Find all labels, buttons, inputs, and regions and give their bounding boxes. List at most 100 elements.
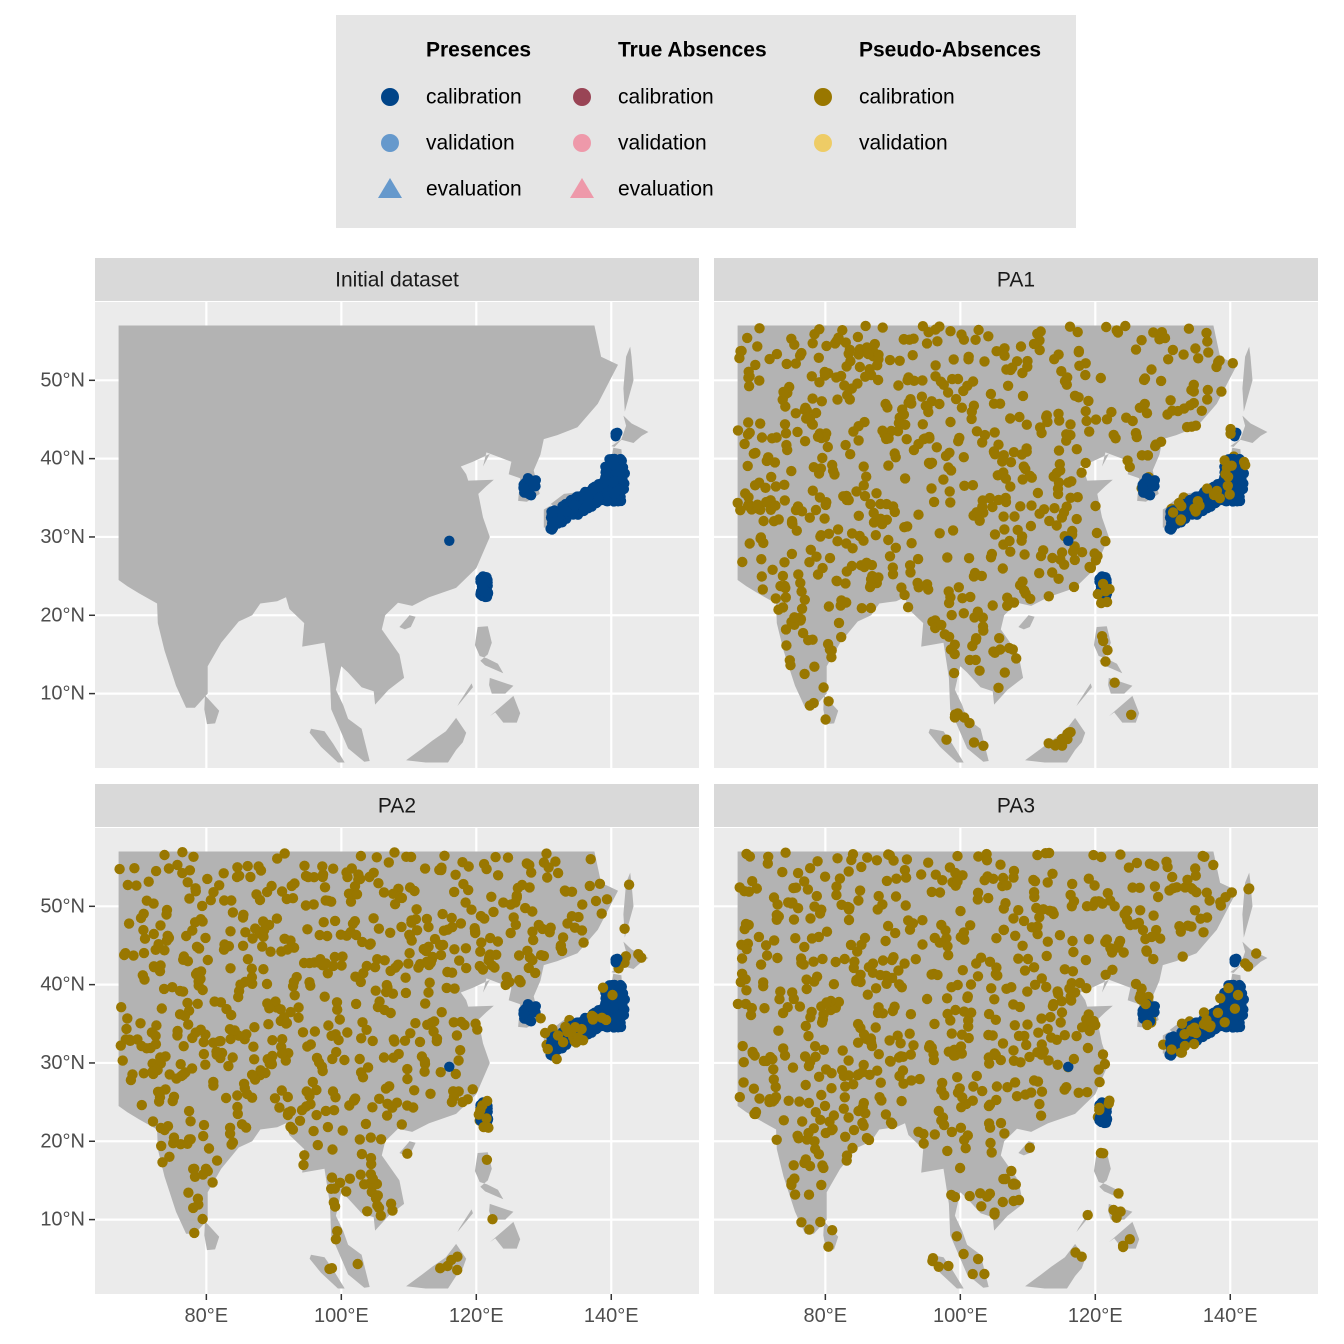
pseudo-absence-point [822, 441, 833, 453]
pseudo-absence-point [337, 1125, 348, 1136]
pseudo-absence-point [1004, 535, 1015, 547]
island [399, 615, 416, 630]
pseudo-absence-point [773, 1025, 784, 1036]
pseudo-absence-point [790, 933, 801, 944]
pseudo-absence-point [1052, 488, 1064, 500]
pseudo-absence-point [983, 1118, 995, 1129]
pseudo-absence-point [1065, 889, 1076, 901]
pseudo-absence-point [938, 1119, 950, 1131]
pseudo-absence-point [999, 667, 1010, 678]
pseudo-absence-point [396, 1119, 407, 1130]
pseudo-absence-point [374, 996, 385, 1007]
legend-entry-label: validation [426, 132, 515, 155]
pseudo-absence-point [332, 1226, 343, 1237]
island [623, 346, 634, 412]
pseudo-absence-point [821, 926, 833, 937]
pseudo-absence-point [846, 528, 858, 539]
pseudo-absence-point [286, 880, 297, 892]
pseudo-absence-point [877, 1008, 888, 1019]
pseudo-absence-point [508, 912, 519, 923]
pseudo-absence-point [349, 916, 361, 927]
pseudo-absence-point [832, 536, 843, 547]
pseudo-absence-point [741, 944, 752, 955]
pseudo-absence-point [150, 865, 162, 877]
pseudo-absence-point [1102, 645, 1113, 656]
pseudo-absence-point [869, 338, 880, 350]
pseudo-absence-point [809, 329, 820, 340]
pseudo-absence-point [419, 1056, 430, 1067]
pseudo-absence-point [460, 897, 471, 908]
pseudo-absence-point [339, 1054, 350, 1066]
pseudo-absence-point [860, 371, 871, 382]
island [1242, 346, 1253, 412]
pseudo-absence-point [806, 933, 818, 944]
pseudo-absence-point [328, 863, 339, 874]
island [204, 1221, 220, 1251]
pseudo-absence-point [332, 1004, 343, 1015]
facet-strip [714, 784, 1318, 827]
pseudo-absence-point [840, 578, 851, 589]
pseudo-absence-point [492, 936, 504, 947]
pseudo-absence-point [147, 1066, 158, 1078]
pseudo-absence-point [905, 567, 916, 578]
facet-title: PA3 [997, 795, 1035, 818]
panel-content [95, 302, 699, 768]
pseudo-absence-point [1094, 1102, 1105, 1114]
pseudo-absence-point [452, 1264, 463, 1276]
pseudo-absence-point [998, 511, 1009, 522]
pseudo-absence-point [225, 1033, 236, 1045]
pseudo-absence-point [371, 852, 382, 863]
pseudo-absence-point [962, 991, 973, 1002]
pseudo-absence-point [1187, 884, 1199, 895]
pseudo-absence-point [740, 974, 751, 985]
pseudo-absence-point [804, 863, 816, 874]
pseudo-absence-point [826, 1083, 837, 1094]
pseudo-absence-point [1177, 951, 1188, 962]
pseudo-absence-point [1098, 1148, 1109, 1159]
island [457, 683, 473, 707]
pseudo-absence-point [301, 1101, 312, 1112]
pseudo-absence-point [750, 1108, 761, 1120]
pseudo-absence-point [467, 1084, 478, 1095]
pseudo-absence-point [815, 463, 827, 474]
pseudo-absence-point [997, 1196, 1008, 1208]
pseudo-absence-point [881, 433, 892, 445]
legend-entry-label: evaluation [618, 178, 714, 201]
pseudo-absence-point [939, 629, 950, 640]
presence-point [612, 496, 624, 507]
pseudo-absence-point [200, 932, 211, 944]
pseudo-absence-point [557, 932, 569, 943]
island [489, 677, 514, 694]
pseudo-absence-point [1134, 402, 1146, 413]
pseudo-absence-point [738, 1057, 749, 1068]
pseudo-absence-point [799, 594, 810, 605]
pseudo-absence-point [854, 361, 866, 373]
facet-title: Initial dataset [335, 269, 459, 292]
pseudo-absence-point [815, 531, 826, 542]
pseudo-absence-point [282, 1109, 294, 1121]
pseudo-absence-point [1053, 988, 1064, 1000]
pseudo-absence-point [799, 436, 811, 447]
pseudo-absence-point [129, 863, 140, 874]
pseudo-absence-point [1053, 445, 1065, 456]
pseudo-absence-point [322, 968, 333, 979]
pseudo-absence-point [1131, 431, 1143, 443]
pseudo-absence-point [1047, 567, 1058, 578]
pseudo-absence-point [1082, 1042, 1094, 1054]
pseudo-absence-point [319, 882, 331, 893]
pseudo-absence-point [342, 871, 353, 883]
pseudo-absence-point [1084, 426, 1095, 437]
pseudo-absence-point [128, 950, 139, 961]
pseudo-absence-point [907, 350, 918, 361]
pseudo-absence-point [431, 1036, 442, 1047]
pseudo-absence-point [342, 1027, 353, 1038]
facet-strip [95, 258, 699, 301]
pseudo-absence-point [1041, 981, 1052, 993]
pseudo-absence-point [533, 919, 544, 931]
pseudo-absence-point [929, 1129, 940, 1140]
pseudo-absence-point [930, 371, 941, 382]
pseudo-absence-point [789, 339, 800, 350]
pseudo-absence-point [804, 512, 815, 523]
pseudo-absence-point [1047, 868, 1058, 879]
pseudo-absence-point [831, 889, 842, 901]
